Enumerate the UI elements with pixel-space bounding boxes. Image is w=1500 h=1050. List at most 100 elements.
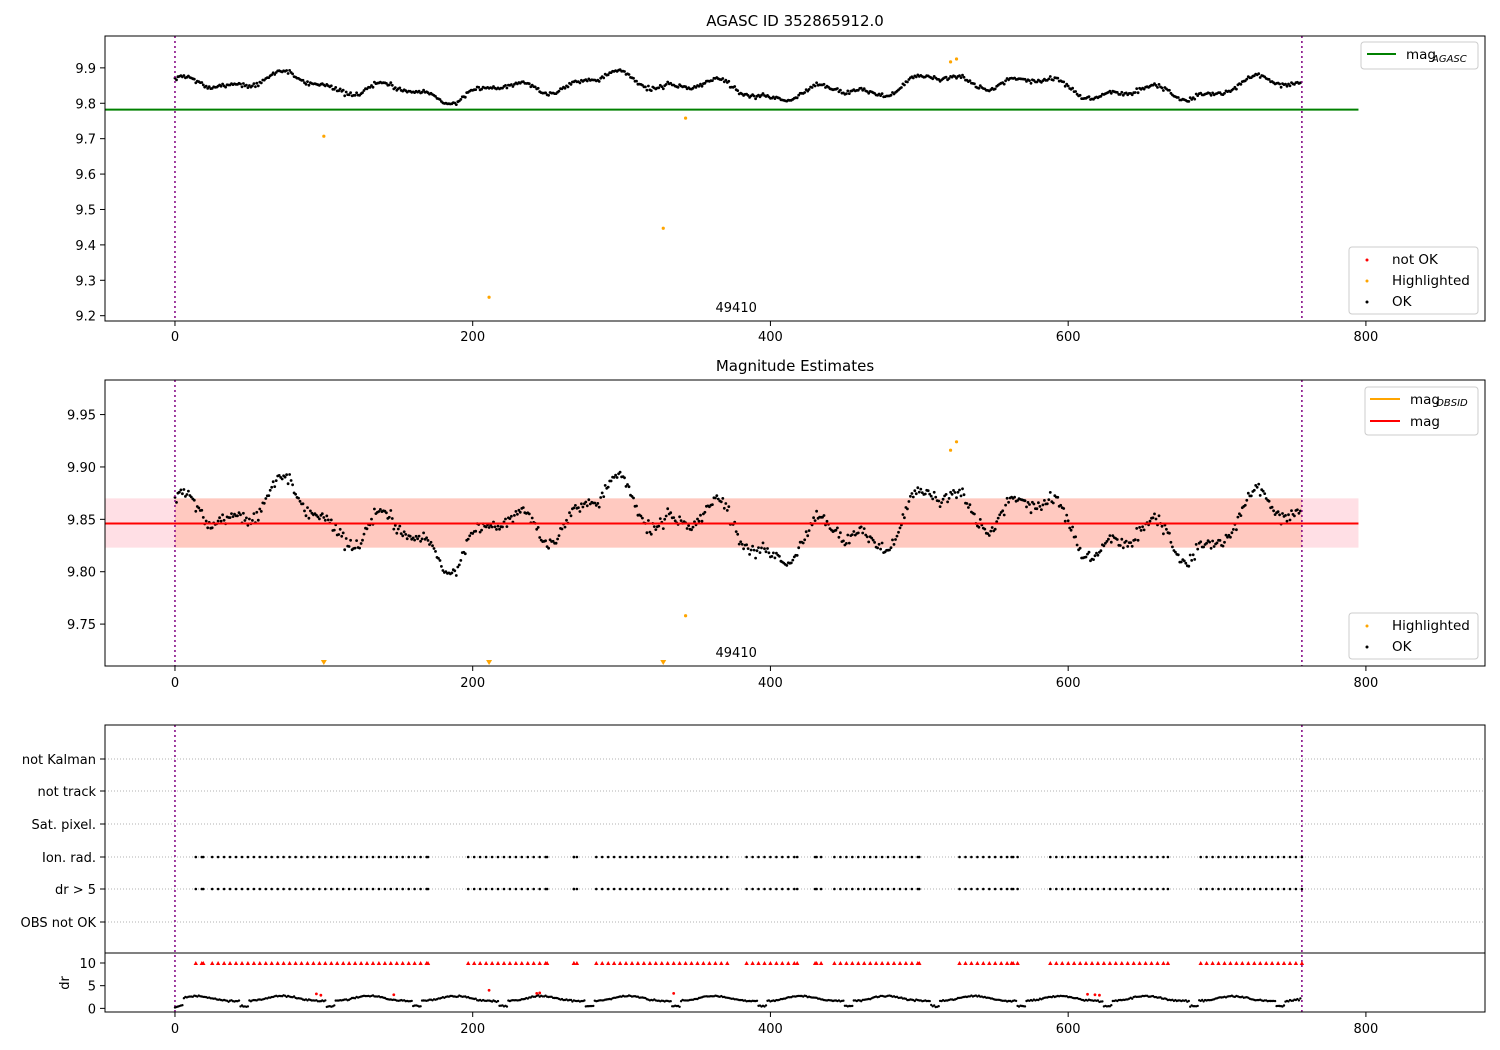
ok-point bbox=[949, 490, 952, 494]
ok-point bbox=[379, 508, 382, 511]
ok-point bbox=[1285, 84, 1289, 88]
ok-point bbox=[791, 558, 795, 562]
ok-point bbox=[755, 549, 759, 553]
ok-point bbox=[432, 547, 436, 550]
ion-rad-flag bbox=[234, 855, 238, 859]
ok-point bbox=[804, 530, 808, 534]
legend-mag-lines: mag OBSID mag bbox=[1364, 386, 1479, 436]
ok-point bbox=[906, 507, 909, 511]
ion-rad-flag bbox=[851, 855, 854, 859]
ok-point bbox=[1273, 513, 1277, 516]
ok-point bbox=[714, 496, 717, 500]
ok-point bbox=[1246, 491, 1250, 495]
ok-point bbox=[1062, 80, 1066, 84]
ok-point bbox=[1108, 89, 1112, 93]
ok-point bbox=[510, 514, 513, 518]
ok-point bbox=[288, 69, 291, 72]
ok-point bbox=[231, 515, 235, 518]
dr-clipped-marker bbox=[780, 960, 785, 965]
ion-rad-flag bbox=[1288, 855, 1292, 859]
dr-flag bbox=[690, 887, 693, 891]
ok-point bbox=[952, 489, 955, 492]
ok-point bbox=[239, 513, 242, 517]
ok-point bbox=[338, 527, 342, 531]
ion-rad-flag bbox=[642, 855, 646, 859]
ok-point bbox=[251, 84, 254, 88]
y-tick-label: 9.8 bbox=[75, 97, 96, 112]
ok-point bbox=[420, 537, 424, 541]
dr-flag bbox=[763, 887, 766, 891]
ok-point bbox=[623, 70, 626, 73]
dr-clipped-marker bbox=[329, 960, 334, 965]
ion-rad-flag bbox=[1132, 855, 1135, 859]
dr-flag bbox=[666, 887, 669, 891]
ok-point bbox=[721, 497, 725, 500]
ok-point bbox=[1007, 500, 1010, 504]
x-tick-label: 800 bbox=[1353, 330, 1378, 345]
dr-flag bbox=[246, 887, 250, 891]
ion-rad-flag bbox=[910, 855, 914, 859]
ok-point bbox=[1056, 495, 1060, 499]
dr-flag bbox=[819, 887, 823, 891]
ok-point bbox=[1229, 535, 1232, 539]
ok-point bbox=[569, 514, 573, 518]
ok-point bbox=[810, 86, 814, 89]
ok-point bbox=[517, 508, 521, 512]
ok-point bbox=[251, 519, 254, 522]
ok-point bbox=[316, 515, 320, 519]
dr-clipped-marker bbox=[756, 960, 761, 965]
dr-flag bbox=[958, 887, 961, 891]
ok-point bbox=[245, 516, 248, 520]
ok-point bbox=[746, 547, 750, 550]
ok-point bbox=[1162, 532, 1165, 536]
ok-point bbox=[434, 550, 437, 553]
ok-point bbox=[666, 507, 670, 511]
dr-flag bbox=[496, 887, 500, 891]
ok-point bbox=[505, 525, 509, 528]
ok-point bbox=[879, 94, 882, 97]
dr-clipped-marker bbox=[1287, 960, 1293, 965]
dr-flag bbox=[383, 887, 387, 891]
ok-point bbox=[685, 527, 689, 530]
dr-point bbox=[1196, 1004, 1199, 1008]
ok-point bbox=[1179, 560, 1183, 564]
dr-outlier-point bbox=[392, 993, 396, 997]
ok-point bbox=[457, 563, 461, 567]
dr-flag bbox=[294, 887, 297, 891]
ok-point bbox=[454, 103, 458, 106]
dr-flag bbox=[918, 887, 921, 891]
dr-flag bbox=[600, 887, 604, 891]
ok-point bbox=[1151, 516, 1155, 520]
dr-outlier-point bbox=[672, 991, 676, 995]
ok-point bbox=[950, 492, 954, 496]
ok-point bbox=[690, 528, 693, 532]
ok-point bbox=[565, 518, 568, 522]
dr-clipped-marker bbox=[489, 960, 495, 965]
dr-flag bbox=[395, 887, 399, 891]
ok-point bbox=[870, 536, 874, 540]
ok-point bbox=[547, 546, 550, 550]
dr-point bbox=[1037, 998, 1040, 1002]
ok-point bbox=[1187, 564, 1191, 568]
ok-point bbox=[389, 81, 393, 84]
dr-flag bbox=[1166, 887, 1170, 891]
ok-point bbox=[1115, 91, 1119, 94]
ok-point bbox=[1176, 96, 1180, 99]
ok-point bbox=[286, 72, 290, 75]
dr-flag bbox=[1078, 887, 1082, 891]
ok-point bbox=[320, 512, 324, 516]
ok-point bbox=[889, 546, 893, 550]
ok-point bbox=[842, 539, 845, 543]
ion-rad-flag bbox=[1241, 855, 1244, 859]
ok-point bbox=[569, 83, 573, 86]
ion-rad-flag bbox=[194, 855, 198, 859]
dr-flag bbox=[726, 887, 729, 891]
flags-and-dr-panel: not Kalman not track Sat. pixel. Ion. rad. d… bbox=[21, 724, 1486, 1037]
ok-point bbox=[711, 503, 714, 506]
dr-flag bbox=[426, 887, 430, 891]
legend-label: mag bbox=[1406, 47, 1436, 63]
dr-clipped-marker bbox=[388, 960, 393, 965]
ok-point bbox=[1026, 501, 1030, 504]
ok-point bbox=[1278, 82, 1281, 86]
dr-clipped-marker bbox=[873, 960, 879, 965]
